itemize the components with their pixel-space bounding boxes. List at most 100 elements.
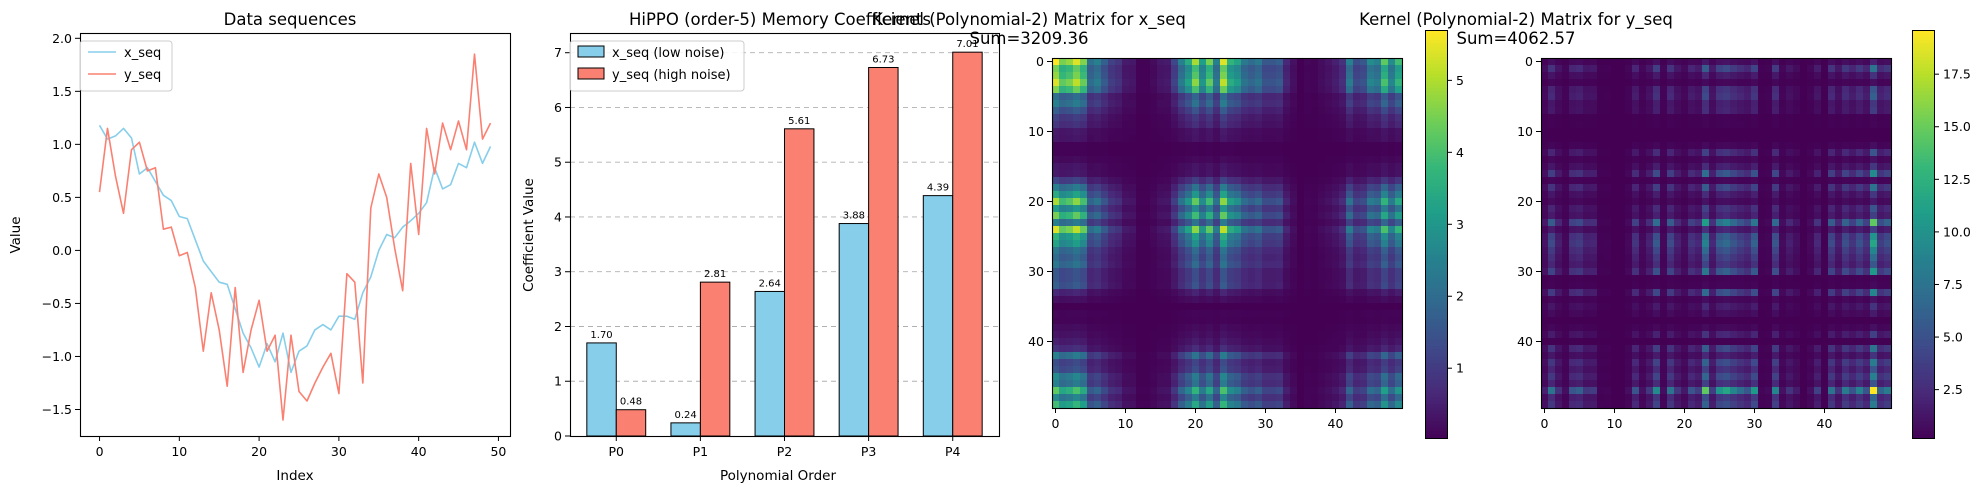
heatmap-cell: [1709, 163, 1717, 171]
heatmap-cell: [1548, 65, 1556, 73]
heatmap-cell: [1702, 352, 1710, 360]
heatmap-cell: [1339, 86, 1347, 94]
heatmap-cell: [1632, 135, 1640, 143]
heatmap-cell: [1772, 79, 1780, 87]
heatmap-cell: [1807, 142, 1815, 150]
heatmap-cell: [1325, 184, 1333, 192]
heatmap-cell: [1849, 184, 1857, 192]
heatmap-cell: [1779, 359, 1787, 367]
heatmap-cell: [1178, 79, 1186, 87]
heatmap-cell: [1339, 149, 1347, 157]
heatmap-cell: [1192, 107, 1200, 115]
heatmap-cell: [1877, 268, 1885, 276]
heatmap-cell: [1569, 121, 1577, 129]
heatmap-cell: [1388, 100, 1396, 108]
heatmap-cell: [1842, 121, 1850, 129]
heatmap-cell: [1052, 352, 1060, 360]
heatmap-cell: [1206, 86, 1214, 94]
heatmap-cell: [1318, 79, 1326, 87]
heatmap-cell: [1094, 282, 1102, 290]
heatmap-cell: [1765, 149, 1773, 157]
heatmap-cell: [1772, 282, 1780, 290]
heatmap-cell: [1066, 324, 1074, 332]
heatmap-cell: [1339, 275, 1347, 283]
heatmap-cell: [1262, 387, 1270, 395]
heatmap-cell: [1311, 198, 1319, 206]
colorbar-segment: [1425, 390, 1447, 395]
heatmap-cell: [1884, 233, 1892, 241]
heatmap-cell: [1087, 359, 1095, 367]
heatmap-cell: [1884, 226, 1892, 234]
heatmap-cell: [1723, 128, 1731, 136]
heatmap-cell: [1129, 191, 1137, 199]
colorbar-segment: [1425, 179, 1447, 184]
heatmap-cell: [1569, 86, 1577, 94]
heatmap-cell: [1395, 282, 1403, 290]
heatmap-cell: [1199, 58, 1207, 66]
heatmap-cell: [1863, 114, 1871, 122]
heatmap-cell: [1353, 394, 1361, 402]
heatmap-cell: [1590, 338, 1598, 346]
heatmap-cell: [1604, 86, 1612, 94]
heatmap-cell: [1786, 100, 1794, 108]
heatmap-cell: [1087, 198, 1095, 206]
heatmap-cell: [1185, 289, 1193, 297]
heatmap-cell: [1821, 156, 1829, 164]
heatmap-cell: [1695, 359, 1703, 367]
heatmap-cell: [1171, 373, 1179, 381]
heatmap-cell: [1381, 303, 1389, 311]
heatmap-cell: [1716, 142, 1724, 150]
heatmap-cell: [1227, 352, 1235, 360]
heatmap-cell: [1688, 191, 1696, 199]
heatmap-cell: [1877, 156, 1885, 164]
heatmap-cell: [1541, 254, 1549, 262]
heatmap-cell: [1367, 205, 1375, 213]
heatmap-cell: [1842, 261, 1850, 269]
heatmap-cell: [1674, 366, 1682, 374]
heatmap-cell: [1290, 191, 1298, 199]
heatmap-cell: [1576, 324, 1584, 332]
heatmap-cell: [1332, 184, 1340, 192]
heatmap-cell: [1618, 198, 1626, 206]
heatmap-cell: [1136, 254, 1144, 262]
y-tick-label: 0: [554, 429, 562, 444]
heatmap-cell: [1262, 79, 1270, 87]
heatmap-cell: [1702, 317, 1710, 325]
heatmap-cell: [1283, 219, 1291, 227]
heatmap-cell: [1849, 345, 1857, 353]
heatmap-cell: [1758, 331, 1766, 339]
heatmap-cell: [1611, 93, 1619, 101]
heatmap-cell: [1325, 65, 1333, 73]
heatmap-cell: [1318, 93, 1326, 101]
heatmap-cell: [1653, 156, 1661, 164]
heatmap-cell: [1695, 107, 1703, 115]
heatmap-cell: [1388, 156, 1396, 164]
heatmap-cell: [1688, 163, 1696, 171]
series-line-y_seq: [98, 53, 492, 421]
heatmap-cell: [1772, 65, 1780, 73]
heatmap-cell: [1283, 233, 1291, 241]
heatmap-cell: [1821, 72, 1829, 80]
heatmap-cell: [1884, 58, 1892, 66]
heatmap-cell: [1730, 170, 1738, 178]
heatmap-cell: [1583, 310, 1591, 318]
heatmap-cell: [1318, 226, 1326, 234]
heatmap-cell: [1115, 338, 1123, 346]
heatmap-cell: [1297, 205, 1305, 213]
heatmap-cell: [1192, 345, 1200, 353]
heatmap-cell: [1073, 135, 1081, 143]
heatmap-cell: [1751, 331, 1759, 339]
heatmap-cell: [1842, 359, 1850, 367]
heatmap-cell: [1346, 72, 1354, 80]
heatmap-cell: [1066, 58, 1074, 66]
heatmap-cell: [1199, 233, 1207, 241]
heatmap-cell: [1765, 170, 1773, 178]
heatmap-cell: [1129, 93, 1137, 101]
heatmap-cell: [1618, 100, 1626, 108]
heatmap-cell: [1066, 303, 1074, 311]
heatmap-cell: [1688, 317, 1696, 325]
heatmap-cell: [1562, 191, 1570, 199]
heatmap-cell: [1325, 86, 1333, 94]
heatmap-cell: [1185, 387, 1193, 395]
heatmap-cell: [1856, 128, 1864, 136]
